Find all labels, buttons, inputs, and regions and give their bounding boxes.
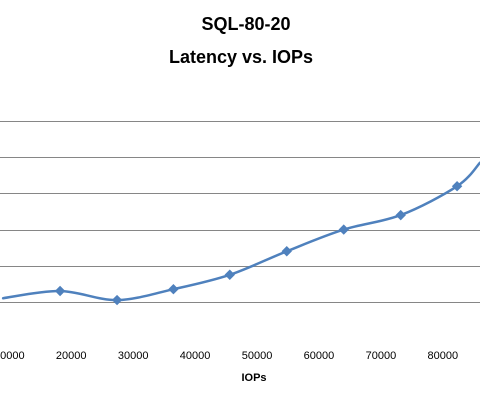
data-point-marker <box>451 180 463 192</box>
data-point-marker <box>54 285 66 297</box>
x-tick-label: 30000 <box>118 350 149 362</box>
data-point-marker <box>111 294 123 306</box>
x-tick-label: 10000 <box>0 350 25 362</box>
data-point-marker <box>168 284 179 295</box>
data-point-marker <box>224 269 235 280</box>
chart-title: SQL-80-20 <box>201 14 290 34</box>
x-axis-title: IOPs <box>241 372 266 384</box>
data-point-marker <box>338 224 349 235</box>
x-axis-tick-labels: 10000 20000 30000 40000 50000 60000 70000 80000 <box>0 350 458 362</box>
x-tick-label: 40000 <box>180 350 211 362</box>
x-tick-label: 70000 <box>366 350 397 362</box>
x-tick-label: 60000 <box>304 350 335 362</box>
series-layer <box>1 161 480 306</box>
data-point-marker <box>281 246 292 257</box>
x-tick-label: 80000 <box>428 350 459 362</box>
x-tick-label: 50000 <box>242 350 273 362</box>
x-tick-label: 20000 <box>56 350 87 362</box>
chart-subtitle: Latency vs. IOPs <box>169 47 313 67</box>
gridlines <box>0 121 480 303</box>
series-line-0 <box>1 161 480 302</box>
data-point-marker <box>395 209 406 221</box>
